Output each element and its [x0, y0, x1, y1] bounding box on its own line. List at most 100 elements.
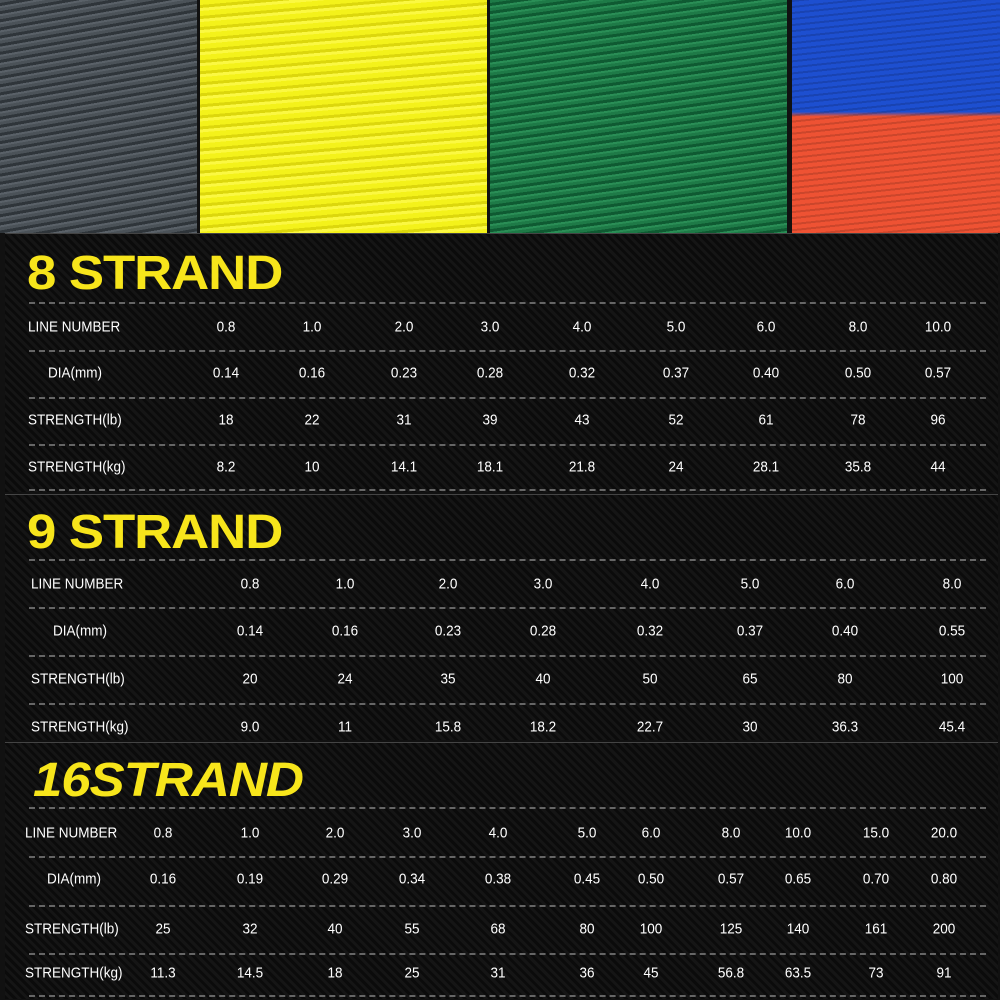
row-divider [29, 953, 986, 955]
table-cell: 8.2 [216, 458, 236, 476]
table-cell: 14.1 [390, 458, 418, 476]
table-cell: 0.37 [736, 622, 764, 640]
row-divider [29, 905, 986, 907]
table-cell: 5.0 [666, 318, 686, 336]
row-label: DIA(mm) [48, 364, 102, 382]
table-cell: 11 [337, 718, 353, 736]
table-cell: 125 [719, 920, 743, 938]
table-cell: 0.29 [321, 870, 349, 888]
table-cell: 35.8 [844, 458, 872, 476]
table-cell: 0.8 [240, 575, 260, 593]
table-cell: 1.0 [240, 824, 260, 842]
row-divider [29, 856, 986, 858]
table-16-strand: 16STRAND LINE NUMBER 0.8 1.0 2.0 3.0 4.0 5.0 6.0… [5, 742, 998, 999]
table-cell: 45.4 [938, 718, 966, 736]
table-cell: 0.65 [784, 870, 812, 888]
table-cell: 8.0 [942, 575, 962, 593]
row-label: STRENGTH(lb) [28, 411, 122, 429]
table-cell: 35 [440, 670, 456, 688]
table-cell: 15.0 [862, 824, 890, 842]
table-cell: 0.8 [216, 318, 236, 336]
table-cell: 0.23 [434, 622, 462, 640]
table-cell: 0.19 [236, 870, 264, 888]
table-cell: 0.32 [636, 622, 664, 640]
table-cell: 40 [327, 920, 343, 938]
table-cell: 5.0 [740, 575, 760, 593]
row-label: LINE NUMBER [28, 318, 121, 336]
row-label: LINE NUMBER [31, 575, 124, 593]
table-cell: 10 [304, 458, 320, 476]
table-cell: 55 [404, 920, 420, 938]
table-cell: 0.45 [573, 870, 601, 888]
table-cell: 32 [242, 920, 258, 938]
table-cell: 161 [864, 920, 888, 938]
row-label: STRENGTH(kg) [31, 718, 129, 736]
table-cell: 0.34 [398, 870, 426, 888]
table-cell: 0.28 [529, 622, 557, 640]
table-cell: 22 [304, 411, 320, 429]
table-cell: 65 [742, 670, 758, 688]
table-cell: 0.57 [924, 364, 952, 382]
row-label: STRENGTH(lb) [25, 920, 119, 938]
table-cell: 14.5 [236, 964, 264, 982]
table-cell: 31 [396, 411, 412, 429]
table-cell: 24 [337, 670, 353, 688]
table-cell: 45 [643, 964, 659, 982]
table-cell: 8.0 [848, 318, 868, 336]
row-divider [29, 703, 986, 705]
table-cell: 24 [668, 458, 684, 476]
table-cell: 0.14 [212, 364, 240, 382]
table-cell: 44 [930, 458, 946, 476]
table-cell: 0.40 [831, 622, 859, 640]
table-cell: 0.8 [153, 824, 173, 842]
row-label: STRENGTH(kg) [25, 964, 123, 982]
table-cell: 68 [490, 920, 506, 938]
table-cell: 80 [837, 670, 853, 688]
table-cell: 0.28 [476, 364, 504, 382]
table-cell: 6.0 [756, 318, 776, 336]
table-cell: 36 [579, 964, 595, 982]
table-cell: 21.8 [568, 458, 596, 476]
table-cell: 6.0 [641, 824, 661, 842]
table-cell: 61 [758, 411, 774, 429]
table-cell: 0.57 [717, 870, 745, 888]
table-cell: 25 [404, 964, 420, 982]
row-label: DIA(mm) [47, 870, 101, 888]
table-cell: 10.0 [924, 318, 952, 336]
row-divider [29, 444, 986, 446]
table-cell: 20 [242, 670, 258, 688]
table-cell: 63.5 [784, 964, 812, 982]
yellow-line-swatch [200, 0, 487, 233]
table-cell: 73 [868, 964, 884, 982]
table-cell: 1.0 [335, 575, 355, 593]
row-divider [29, 807, 986, 809]
strand-title: 9 STRAND [27, 506, 283, 559]
green-line-swatch [490, 0, 787, 233]
table-cell: 56.8 [717, 964, 745, 982]
strand-title: 8 STRAND [27, 247, 283, 300]
row-divider [29, 302, 986, 304]
table-cell: 0.40 [752, 364, 780, 382]
row-label: STRENGTH(lb) [31, 670, 125, 688]
table-cell: 2.0 [325, 824, 345, 842]
table-cell: 28.1 [752, 458, 780, 476]
table-cell: 0.50 [637, 870, 665, 888]
table-cell: 8.0 [721, 824, 741, 842]
table-cell: 36.3 [831, 718, 859, 736]
table-cell: 100 [639, 920, 663, 938]
table-cell: 18 [218, 411, 234, 429]
table-cell: 39 [482, 411, 498, 429]
row-divider [29, 489, 986, 491]
strand-title: 16STRAND [33, 754, 304, 807]
table-cell: 0.55 [938, 622, 966, 640]
table-cell: 11.3 [150, 964, 176, 982]
table-cell: 2.0 [438, 575, 458, 593]
table-cell: 4.0 [640, 575, 660, 593]
table-8-strand: 8 STRAND LINE NUMBER 0.8 1.0 2.0 3.0 4.0 5.0 6.0… [5, 233, 998, 492]
table-cell: 50 [642, 670, 658, 688]
row-divider [29, 559, 986, 561]
table-cell: 80 [579, 920, 595, 938]
table-cell: 43 [574, 411, 590, 429]
gray-line-swatch [0, 0, 197, 233]
table-cell: 140 [786, 920, 810, 938]
